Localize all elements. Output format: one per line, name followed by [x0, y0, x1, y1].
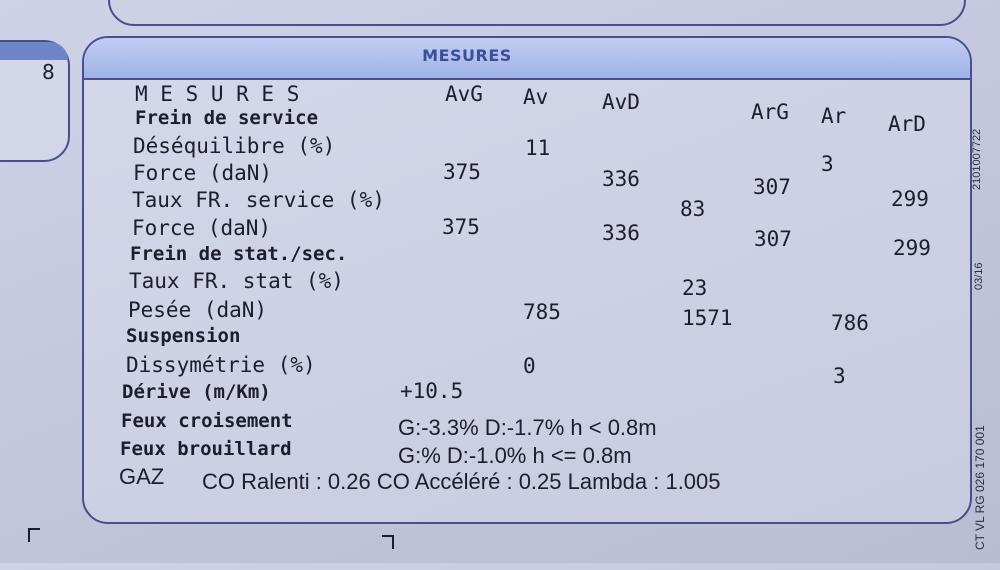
force2-arg: 307 [754, 227, 792, 251]
row-feux-brouillard-label: Feux brouillard [120, 438, 292, 460]
left-section-number: 8 [42, 60, 55, 84]
left-section-box [0, 40, 70, 162]
force-avg: 375 [443, 160, 481, 184]
force-avd: 336 [602, 167, 640, 191]
force-arg: 307 [753, 175, 791, 199]
mesures-header-bar: MESURES [84, 38, 970, 80]
force2-avg: 375 [442, 215, 480, 239]
section-suspension: Suspension [126, 325, 241, 347]
force2-ard: 299 [893, 236, 931, 260]
pesee-ar: 786 [831, 311, 869, 335]
mesures-header-title: MESURES [422, 46, 512, 65]
col-avd: AvD [602, 90, 640, 114]
mesures-panel: MESURES [82, 36, 972, 524]
desequilibre-ar: 3 [821, 152, 834, 176]
dissymetrie-ar: 3 [833, 364, 846, 388]
row-feux-croisement-label: Feux croisement [121, 410, 293, 432]
force-ard: 299 [891, 187, 929, 211]
feux-brouillard-value: G:% D:-1.0% h <= 0.8m [398, 443, 632, 468]
col-av: Av [523, 85, 549, 109]
row-derive-label: Dérive (m/Km) [122, 381, 271, 403]
table-heading: M E S U R E S [135, 82, 300, 106]
gaz-value: CO Ralenti : 0.26 CO Accéléré : 0.25 Lam… [202, 469, 721, 494]
derive-value: +10.5 [400, 379, 464, 403]
row-taux-stat-label: Taux FR. stat (%) [129, 269, 344, 293]
taux-service-value: 83 [680, 197, 706, 221]
row-dissymetrie-label: Dissymétrie (%) [126, 353, 316, 377]
row-gaz-label: GAZ [119, 464, 165, 489]
corner-mark-right [382, 535, 394, 549]
row-taux-service-label: Taux FR. service (%) [132, 188, 385, 212]
col-ard: ArD [888, 112, 926, 136]
desequilibre-av: 11 [525, 136, 551, 160]
col-ar: Ar [821, 104, 847, 128]
corner-mark-left [28, 528, 40, 542]
row-force2-label: Force (daN) [132, 216, 272, 240]
side-code-form: CT VL RG 026 170 001 [973, 425, 987, 550]
section-frein-stat: Frein de stat./sec. [130, 243, 348, 265]
pesee-total: 1571 [682, 306, 733, 330]
dissymetrie-av: 0 [523, 354, 536, 378]
row-desequilibre-label: Déséquilibre (%) [133, 134, 336, 158]
side-code-serial: 2101007722 [971, 128, 983, 190]
top-section-box [108, 0, 966, 26]
force2-avd: 336 [602, 221, 640, 245]
side-code-date: 03/16 [973, 262, 985, 290]
left-section-header [0, 42, 68, 60]
col-avg: AvG [445, 82, 483, 106]
row-force-label: Force (daN) [133, 161, 273, 185]
section-frein-service: Frein de service [135, 107, 319, 129]
taux-stat-value: 23 [682, 276, 708, 300]
row-pesee-label: Pesée (daN) [128, 298, 268, 322]
side-reference-codes: 2101007722 03/16 CT VL RG 026 170 001 [969, 128, 999, 570]
pesee-av: 785 [523, 300, 561, 324]
col-arg: ArG [751, 100, 789, 124]
feux-croisement-value: G:-3.3% D:-1.7% h < 0.8m [398, 415, 657, 440]
